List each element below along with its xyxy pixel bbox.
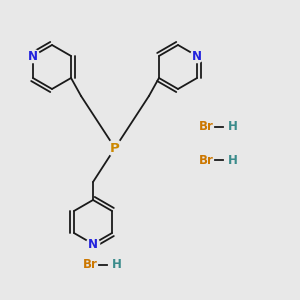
Text: N: N — [192, 50, 202, 62]
Text: P: P — [110, 142, 120, 154]
Circle shape — [86, 237, 100, 250]
Text: Br: Br — [199, 121, 214, 134]
Text: Br: Br — [83, 259, 98, 272]
Circle shape — [107, 140, 123, 156]
Text: Br: Br — [199, 154, 214, 166]
Text: H: H — [112, 259, 122, 272]
Text: N: N — [88, 238, 98, 250]
Circle shape — [26, 50, 40, 63]
Text: H: H — [228, 121, 238, 134]
Text: N: N — [28, 50, 38, 62]
Text: H: H — [228, 154, 238, 166]
Circle shape — [190, 50, 204, 63]
